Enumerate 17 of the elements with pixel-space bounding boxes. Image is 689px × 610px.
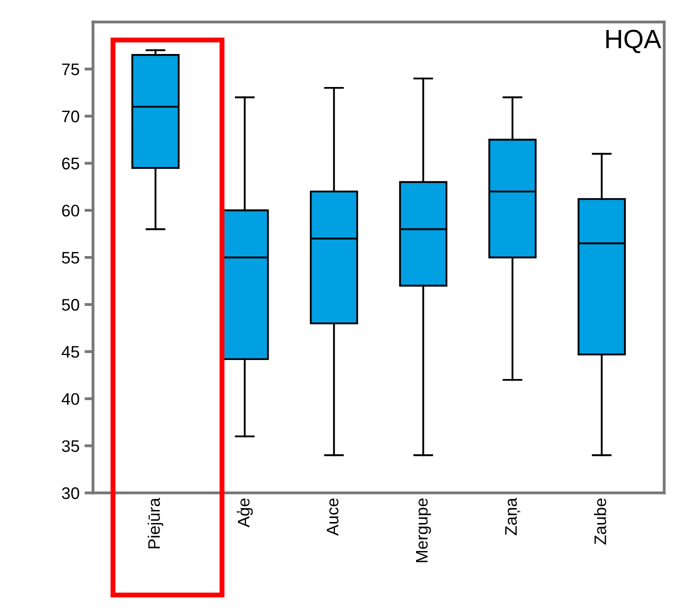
y-tick-label: 45 [62, 346, 80, 358]
y-tick-label: 40 [62, 393, 80, 405]
x-tick-label: Piejūra [148, 498, 164, 548]
x-tick-label: Zaņa [505, 498, 520, 536]
y-tick-label: 30 [62, 487, 80, 500]
x-tick-label: Zaube [594, 498, 606, 544]
y-tick-label: 50 [62, 298, 80, 311]
chart-title: HQA [606, 30, 662, 54]
y-tick-label: 70 [62, 110, 80, 122]
y-tick-label: 75 [62, 64, 80, 76]
y-tick-label: 35 [62, 440, 80, 452]
x-tick-label: Mergupe [416, 498, 431, 562]
x-tick-label: Auce [326, 498, 338, 536]
y-tick-label: 60 [62, 204, 80, 217]
y-tick-label: 65 [62, 158, 80, 170]
x-tick-label: Aģe [236, 498, 253, 528]
y-tick-label: 55 [62, 252, 80, 264]
